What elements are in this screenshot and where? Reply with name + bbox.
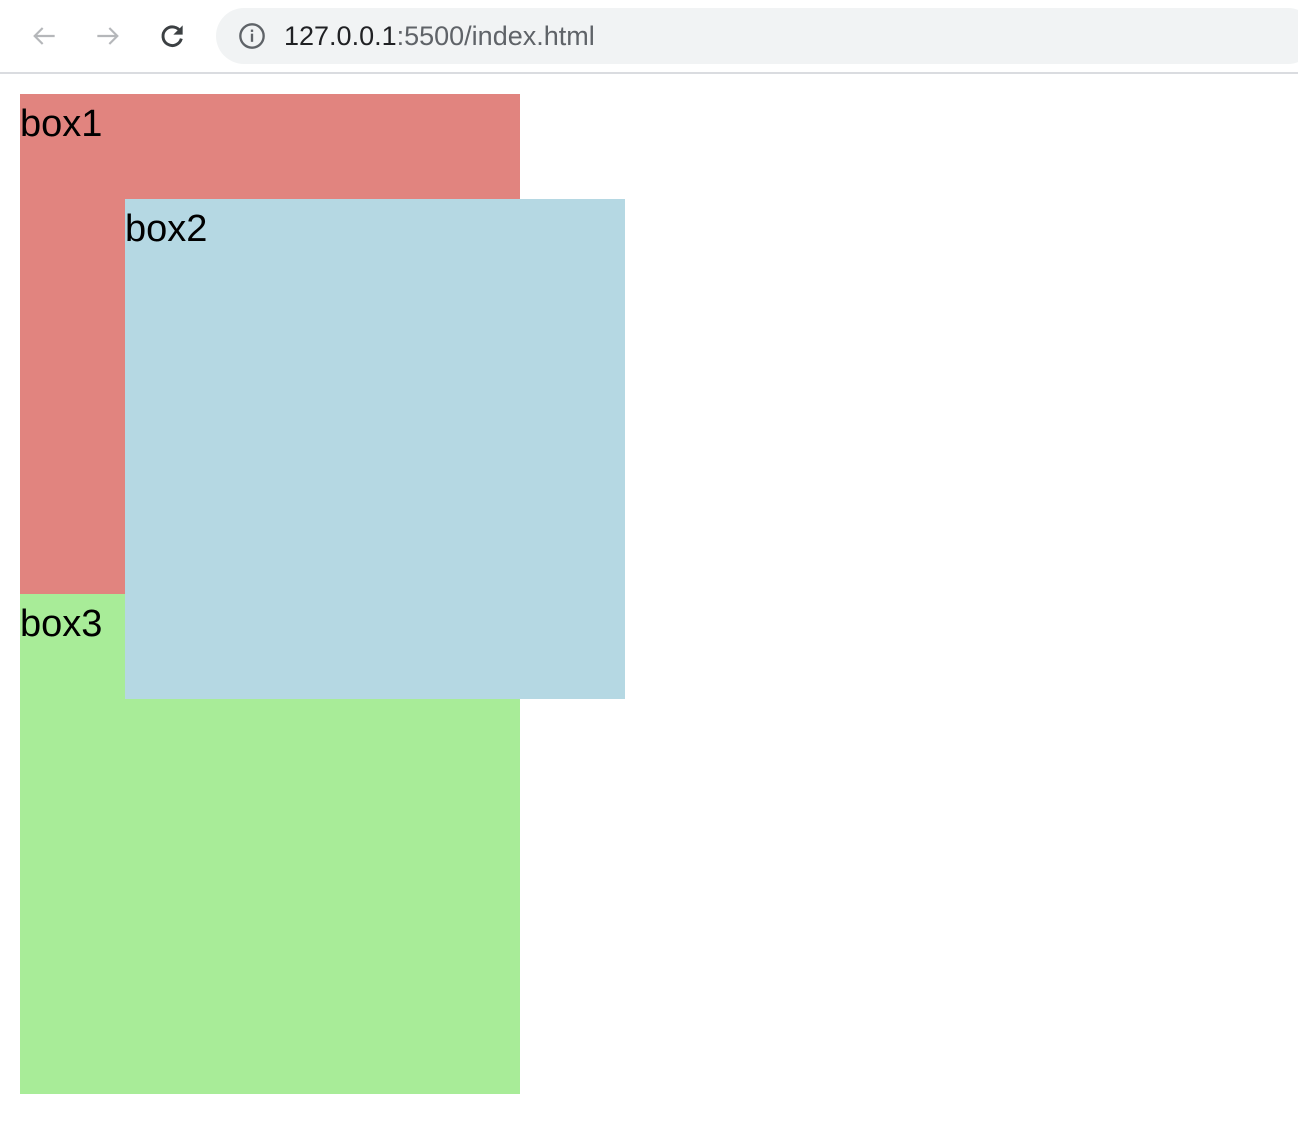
back-arrow-icon bbox=[33, 27, 55, 45]
forward-arrow-icon bbox=[97, 27, 119, 45]
box2: box2 bbox=[125, 199, 625, 699]
address-bar[interactable]: 127.0.0.1:5500/index.html bbox=[216, 8, 1298, 64]
info-icon[interactable] bbox=[238, 22, 266, 50]
reload-icon bbox=[161, 25, 183, 47]
url-text[interactable]: 127.0.0.1:5500/index.html bbox=[284, 21, 595, 52]
box1-label: box1 bbox=[20, 103, 103, 145]
back-button[interactable] bbox=[26, 18, 62, 54]
browser-toolbar: 127.0.0.1:5500/index.html bbox=[0, 0, 1298, 74]
reload-button[interactable] bbox=[154, 18, 190, 54]
forward-button[interactable] bbox=[90, 18, 126, 54]
box2-label: box2 bbox=[125, 208, 208, 250]
url-path: :5500/index.html bbox=[396, 21, 595, 51]
box3-label: box3 bbox=[20, 603, 103, 645]
url-host: 127.0.0.1 bbox=[284, 21, 397, 51]
